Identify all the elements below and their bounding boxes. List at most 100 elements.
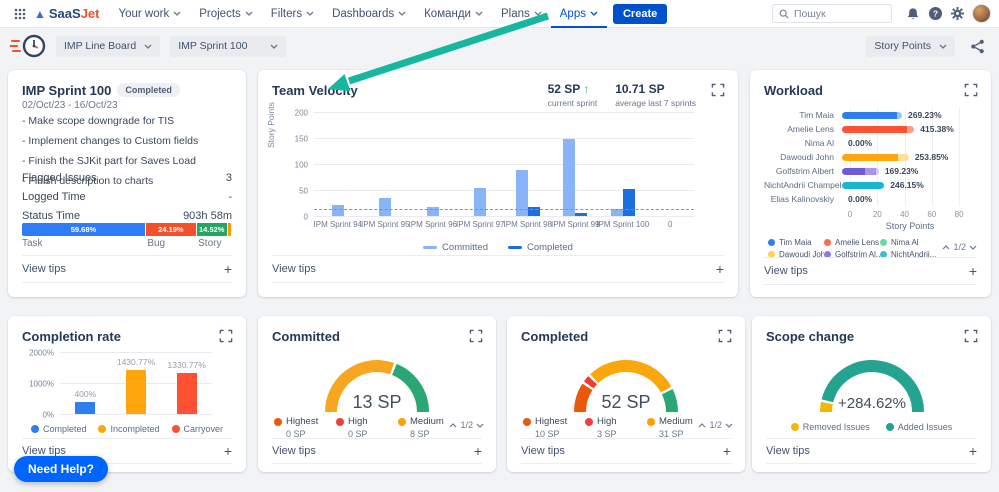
nav-item-projects[interactable]: Projects bbox=[190, 0, 262, 28]
legend-dot bbox=[336, 417, 344, 426]
gauge-segment bbox=[661, 389, 679, 413]
app-grid-icon[interactable] bbox=[8, 3, 32, 25]
y-gridline: 50 bbox=[299, 187, 694, 196]
view-tips-row[interactable]: View tips + bbox=[22, 438, 232, 464]
view-tips-row[interactable]: View tips + bbox=[521, 438, 731, 464]
legend-item[interactable]: Medium 31 SP bbox=[647, 416, 709, 439]
chevron-up-icon[interactable] bbox=[698, 422, 706, 428]
completed-bar bbox=[622, 188, 635, 216]
legend-item[interactable]: Highest 10 SP bbox=[523, 416, 585, 439]
chevron-up-icon[interactable] bbox=[449, 422, 457, 428]
sprint-stat-label: Logged Time bbox=[22, 191, 86, 203]
notifications-button[interactable] bbox=[902, 3, 924, 25]
legend-dot bbox=[880, 250, 887, 258]
legend-item[interactable]: Incompleted bbox=[98, 424, 160, 434]
unit-select[interactable]: Story Points bbox=[866, 35, 955, 57]
x-gridline bbox=[931, 108, 933, 206]
expand-button[interactable] bbox=[468, 328, 484, 344]
sprint-summary-card: IMP Sprint 100 Completed 02/Oct/23 - 16/O… bbox=[8, 70, 246, 297]
legend-item[interactable]: Golfstrim Al... bbox=[824, 248, 880, 260]
search-box[interactable] bbox=[772, 4, 892, 23]
nav-item-dashboards[interactable]: Dashboards bbox=[323, 0, 415, 28]
settings-button[interactable] bbox=[946, 3, 968, 25]
legend-item[interactable]: High 0 SP bbox=[336, 416, 398, 439]
distribution-segment-label: Task bbox=[22, 238, 43, 249]
user-avatar[interactable] bbox=[972, 4, 991, 23]
workload-row: Elias Kalinovskiy 0.00% bbox=[764, 192, 977, 206]
gauge-segment bbox=[325, 360, 395, 413]
saasjet-logo[interactable]: ▲ SaaS Jet bbox=[34, 6, 100, 21]
legend-item[interactable]: High 3 SP bbox=[585, 416, 647, 439]
sprint-stat-label: Status Time bbox=[22, 210, 81, 222]
workload-bar-segment bbox=[842, 111, 897, 119]
plus-icon[interactable]: + bbox=[968, 443, 977, 459]
bar-value-label: 1430.77% bbox=[116, 356, 156, 367]
legend-label: Removed Issues bbox=[802, 422, 870, 432]
legend-item[interactable]: Nima Al bbox=[880, 236, 936, 248]
workload-row: Amelie Lens 415.38% bbox=[764, 122, 977, 136]
chevron-down-icon[interactable] bbox=[969, 245, 977, 250]
nav-item-filters[interactable]: Filters bbox=[262, 0, 323, 28]
workload-bar-segment bbox=[842, 167, 866, 175]
view-tips-row[interactable]: View tips + bbox=[764, 257, 977, 285]
average-value: 10.71 SP bbox=[615, 82, 665, 96]
nav-item-your-work[interactable]: Your work bbox=[110, 0, 191, 28]
gear-icon bbox=[950, 6, 964, 21]
legend-item[interactable]: Carryover bbox=[171, 424, 223, 434]
plus-icon[interactable]: + bbox=[223, 443, 232, 459]
board-select[interactable]: IMP Line Board bbox=[56, 35, 161, 57]
legend-item[interactable]: Added Issues bbox=[885, 422, 952, 432]
legend-item[interactable]: Tim Maia bbox=[768, 236, 824, 248]
create-button[interactable]: Create bbox=[612, 3, 668, 24]
legend-item[interactable]: Highest 0 SP bbox=[274, 416, 336, 439]
nav-item-apps[interactable]: Apps bbox=[551, 0, 607, 28]
chevron-down-icon[interactable] bbox=[725, 423, 733, 428]
sprint-goals: - Make scope downgrade for TIS - Implemen… bbox=[22, 114, 198, 194]
x-tick-label: IPM Sprint 100 bbox=[596, 220, 650, 229]
sprint-stat-row: Logged Time - bbox=[22, 191, 232, 206]
need-help-button[interactable]: Need Help? bbox=[14, 456, 109, 482]
expand-button[interactable] bbox=[717, 328, 733, 344]
completed-legend-pager[interactable]: 1/2 bbox=[698, 420, 733, 430]
plus-icon[interactable]: + bbox=[968, 263, 977, 279]
y-tick-label: 200 bbox=[294, 108, 308, 118]
legend-item[interactable]: Committed bbox=[423, 242, 488, 253]
workload-legend-pager[interactable]: 1/2 bbox=[942, 242, 977, 252]
chevron-down-icon[interactable] bbox=[476, 423, 484, 428]
sprint-select[interactable]: IMP Sprint 100 bbox=[170, 35, 287, 57]
view-tips-row[interactable]: View tips + bbox=[766, 438, 977, 464]
gauge-segment bbox=[573, 383, 593, 413]
view-tips-row[interactable]: View tips + bbox=[22, 255, 232, 283]
view-tips-row[interactable]: View tips + bbox=[272, 255, 724, 283]
plus-icon[interactable]: + bbox=[722, 443, 731, 459]
committed-bar bbox=[379, 197, 392, 216]
plus-icon[interactable]: + bbox=[473, 443, 482, 459]
y-tick-label: 0 bbox=[303, 212, 308, 222]
legend-item[interactable]: Completed bbox=[30, 424, 86, 434]
view-tips-row[interactable]: View tips + bbox=[272, 438, 482, 464]
sprint-select-value: IMP Sprint 100 bbox=[178, 40, 248, 52]
search-input[interactable] bbox=[794, 7, 879, 20]
y-gridline: 0% bbox=[42, 411, 212, 420]
legend-item[interactable]: Removed Issues bbox=[790, 422, 870, 432]
expand-button[interactable] bbox=[963, 82, 979, 98]
committed-legend-pager[interactable]: 1/2 bbox=[449, 420, 484, 430]
plus-icon[interactable]: + bbox=[223, 261, 232, 277]
expand-button[interactable] bbox=[218, 328, 234, 344]
legend-item[interactable]: Medium 8 SP bbox=[398, 416, 460, 439]
nav-item-plans[interactable]: Plans bbox=[492, 0, 551, 28]
legend-item[interactable]: Completed bbox=[507, 242, 573, 253]
legend-label: Golfstrim Al... bbox=[835, 249, 880, 259]
share-button[interactable] bbox=[965, 35, 989, 57]
legend-item[interactable]: Dawoudi John bbox=[768, 248, 824, 260]
workload-pct-label: 269.23% bbox=[908, 109, 942, 120]
completion-bar bbox=[75, 401, 96, 414]
legend-item[interactable]: Amelie Lens bbox=[824, 236, 880, 248]
legend-item[interactable]: NichtAndrii... bbox=[880, 248, 936, 260]
expand-button[interactable] bbox=[963, 328, 979, 344]
chevron-up-icon[interactable] bbox=[942, 244, 950, 250]
expand-button[interactable] bbox=[710, 82, 726, 98]
nav-item-команди[interactable]: Команди bbox=[415, 0, 492, 28]
help-button[interactable]: ? bbox=[924, 3, 946, 25]
plus-icon[interactable]: + bbox=[715, 261, 724, 277]
